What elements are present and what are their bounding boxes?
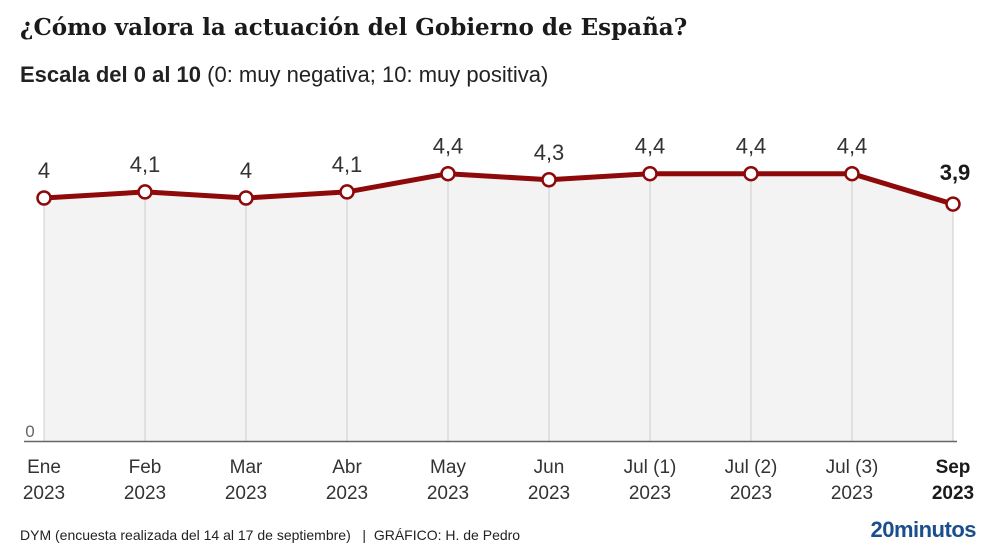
subtitle-legend: (0: muy negativa; 10: muy positiva) (201, 62, 549, 87)
brand-logo: 20minutos (870, 517, 976, 542)
data-point (541, 172, 557, 188)
x-tick-label: Jul (3) (826, 457, 879, 478)
x-tick-year: 2023 (124, 483, 166, 504)
x-tick-year: 2023 (932, 483, 974, 504)
x-tick-label: Feb (129, 457, 162, 478)
x-tick-label: Mar (230, 457, 263, 478)
data-label: 4,4 (433, 134, 464, 159)
data-point (137, 184, 153, 200)
x-tick-label: Ene (27, 457, 61, 478)
data-point (945, 196, 961, 212)
data-point (339, 184, 355, 200)
chart-subtitle: Escala del 0 al 10 (0: muy negativa; 10:… (20, 62, 548, 88)
data-label: 4,4 (635, 134, 666, 159)
x-tick-label: Abr (332, 457, 362, 478)
data-point (642, 165, 658, 182)
data-label: 4,4 (736, 134, 767, 159)
x-tick-label: Jul (1) (624, 457, 677, 478)
source-credit: DYM (encuesta realizada del 14 al 17 de … (20, 527, 521, 543)
x-tick-year: 2023 (831, 483, 873, 504)
x-tick-label: Sep (936, 457, 971, 478)
chart-title: ¿Cómo valora la actuación del Gobierno d… (20, 14, 688, 41)
data-label: 4,1 (332, 152, 363, 177)
y-tick-label: 0 (25, 422, 34, 441)
x-tick-year: 2023 (326, 483, 368, 504)
series-line (43, 171, 954, 207)
data-label: 4 (38, 158, 50, 183)
data-label: 4,4 (837, 134, 868, 159)
x-tick-year: 2023 (23, 483, 65, 504)
x-tick-label: Jun (534, 457, 565, 478)
x-tick-label: Jul (2) (725, 457, 778, 478)
x-tick-year: 2023 (629, 483, 671, 504)
area-fill (44, 173, 953, 441)
data-point (238, 190, 254, 206)
subtitle-scale: Escala del 0 al 10 (20, 62, 202, 87)
line-chart: 0 4 Ene 2023 4,1 Feb 2023 4 Mar 2023 4,1 Abr 2023 4,4… (23, 134, 974, 504)
data-label: 4 (240, 158, 252, 183)
data-label: 3,9 (940, 160, 971, 185)
data-point (440, 165, 456, 182)
data-label: 4,3 (534, 140, 565, 165)
x-tick-year: 2023 (225, 483, 267, 504)
x-tick-year: 2023 (427, 483, 469, 504)
data-label: 4,1 (130, 152, 161, 177)
data-point (743, 165, 759, 182)
x-tick-label: May (430, 457, 466, 478)
data-point (844, 165, 860, 182)
x-tick-year: 2023 (730, 483, 772, 504)
x-tick-year: 2023 (528, 483, 570, 504)
data-point (36, 190, 52, 206)
